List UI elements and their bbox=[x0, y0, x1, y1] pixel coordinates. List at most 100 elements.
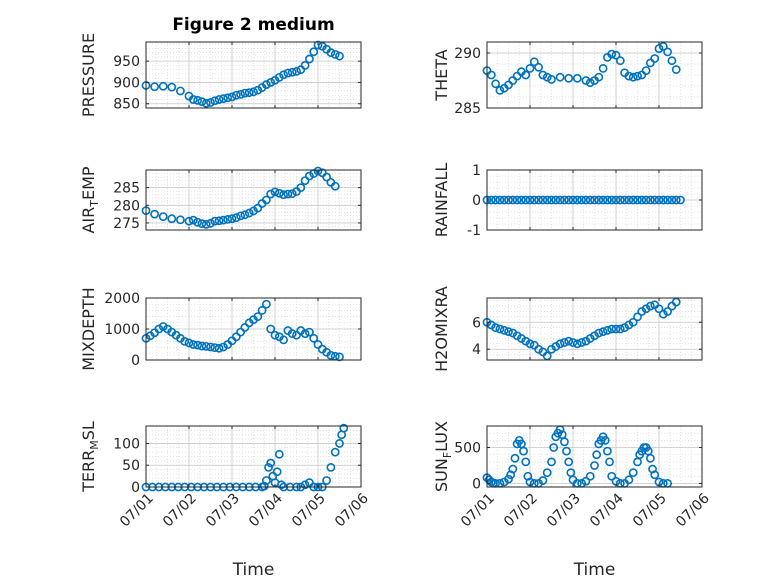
data-point bbox=[244, 88, 254, 98]
y-tick-label: 290 bbox=[454, 46, 481, 62]
axes-box bbox=[486, 297, 703, 361]
data-point bbox=[300, 329, 310, 339]
subplot-mixdepth: 0 1000 2000 MIXDEPTH bbox=[79, 287, 362, 371]
data-point bbox=[663, 47, 672, 57]
axes-box bbox=[145, 41, 362, 109]
data-point bbox=[309, 47, 319, 57]
data-point bbox=[227, 92, 237, 102]
data-point bbox=[594, 72, 604, 82]
data-point bbox=[607, 471, 617, 481]
data-point bbox=[504, 327, 513, 337]
data-point bbox=[201, 98, 211, 108]
data-point bbox=[300, 480, 310, 490]
data-point bbox=[264, 462, 273, 472]
data-point bbox=[521, 195, 531, 205]
data-point bbox=[564, 195, 574, 205]
data-point bbox=[210, 216, 220, 226]
data-point bbox=[223, 215, 233, 224]
data-point bbox=[624, 475, 634, 485]
data-point bbox=[154, 324, 164, 334]
data-point bbox=[633, 195, 642, 205]
data-series bbox=[141, 166, 340, 229]
data-point bbox=[206, 98, 215, 107]
data-series bbox=[482, 42, 681, 95]
data-point bbox=[313, 40, 323, 50]
data-point bbox=[322, 172, 331, 182]
data-point bbox=[309, 333, 319, 343]
data-point bbox=[197, 97, 207, 107]
data-point bbox=[525, 339, 535, 349]
data-point bbox=[581, 476, 591, 486]
data-point bbox=[650, 54, 660, 63]
data-point bbox=[292, 66, 301, 76]
data-point bbox=[504, 474, 513, 484]
data-point bbox=[240, 210, 250, 220]
data-point bbox=[611, 324, 621, 334]
data-point bbox=[628, 72, 638, 82]
y-tick-label: 950 bbox=[113, 54, 140, 70]
y-tick-label: 1 bbox=[472, 163, 481, 179]
data-point bbox=[304, 54, 314, 64]
y-axis-label-subscript: M bbox=[88, 440, 101, 450]
data-point bbox=[193, 95, 202, 105]
data-point bbox=[615, 195, 625, 205]
data-point bbox=[628, 195, 638, 205]
data-point bbox=[300, 176, 310, 185]
data-point bbox=[206, 218, 215, 228]
data-point bbox=[270, 330, 280, 340]
data-point bbox=[603, 446, 612, 456]
data-point bbox=[326, 350, 336, 360]
data-point bbox=[549, 443, 559, 452]
data-point bbox=[499, 195, 509, 205]
data-point bbox=[615, 56, 625, 66]
x-tick-label: 07/06 bbox=[673, 490, 713, 530]
data-series bbox=[141, 40, 344, 108]
y-axis-label: RAINFALL bbox=[432, 163, 451, 238]
data-point bbox=[542, 72, 552, 82]
data-point bbox=[564, 336, 574, 346]
subplot-pressure: 850 900 950 PRESSURE Figure 2 medium bbox=[79, 15, 362, 117]
data-point bbox=[326, 462, 336, 472]
data-point bbox=[272, 467, 282, 477]
data-point bbox=[236, 211, 245, 221]
data-point bbox=[261, 476, 271, 485]
data-point bbox=[555, 195, 565, 205]
x-axis-label: Time bbox=[232, 560, 275, 580]
data-point bbox=[590, 461, 599, 470]
data-point bbox=[585, 195, 595, 205]
data-point bbox=[671, 195, 681, 205]
data-point bbox=[646, 195, 655, 205]
data-point bbox=[214, 343, 224, 353]
x-tick-label: 07/04 bbox=[246, 490, 286, 530]
data-point bbox=[214, 95, 224, 104]
data-point bbox=[603, 325, 612, 335]
x-tick-label: 07/01 bbox=[458, 491, 498, 531]
data-point bbox=[292, 330, 301, 340]
data-point bbox=[330, 181, 340, 191]
data-point bbox=[641, 66, 651, 75]
data-series bbox=[482, 297, 681, 361]
data-point bbox=[560, 195, 569, 205]
data-point bbox=[283, 189, 293, 199]
data-point bbox=[499, 325, 509, 335]
data-point bbox=[214, 216, 224, 226]
y-axis-label: MIXDEPTH bbox=[79, 287, 98, 370]
data-point bbox=[637, 195, 647, 205]
data-point bbox=[598, 64, 608, 73]
data-point bbox=[521, 70, 531, 80]
data-point bbox=[598, 195, 608, 205]
y-tick-label: -1 bbox=[467, 223, 481, 239]
data-point bbox=[521, 457, 531, 467]
data-point bbox=[594, 328, 604, 338]
data-point bbox=[167, 214, 177, 224]
data-point bbox=[504, 195, 513, 205]
figure-title: Figure 2 medium bbox=[172, 15, 334, 35]
data-point bbox=[658, 195, 668, 205]
y-axis-label: PRESSURE bbox=[79, 33, 98, 117]
data-point bbox=[218, 94, 228, 104]
data-point bbox=[555, 72, 565, 82]
data-point bbox=[560, 338, 569, 347]
data-point bbox=[244, 208, 254, 218]
